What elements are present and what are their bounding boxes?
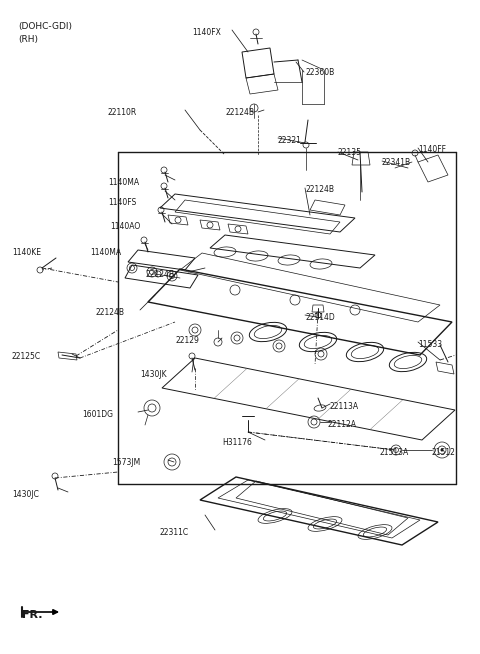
- Text: 22129: 22129: [175, 336, 199, 345]
- Text: 22341B: 22341B: [382, 158, 411, 167]
- Text: 22112A: 22112A: [328, 420, 357, 429]
- Text: H31176: H31176: [222, 438, 252, 447]
- Text: (RH): (RH): [18, 35, 38, 44]
- Text: 1140AO: 1140AO: [110, 222, 140, 231]
- Text: 1140FF: 1140FF: [418, 145, 446, 154]
- Text: 1140MA: 1140MA: [108, 178, 139, 187]
- Text: 22135: 22135: [338, 148, 362, 157]
- Text: 1573JM: 1573JM: [112, 458, 140, 467]
- Text: 1140KE: 1140KE: [12, 248, 41, 257]
- Text: 22110R: 22110R: [108, 108, 137, 117]
- Text: 22124B: 22124B: [305, 185, 334, 194]
- Text: 1140MA: 1140MA: [90, 248, 121, 257]
- Text: 22124B: 22124B: [95, 308, 124, 317]
- Text: FR.: FR.: [22, 610, 43, 620]
- Text: 22321: 22321: [278, 136, 302, 145]
- Text: 1430JK: 1430JK: [140, 370, 167, 379]
- Circle shape: [441, 449, 444, 451]
- Text: 22113A: 22113A: [330, 402, 359, 411]
- Text: 22124B: 22124B: [225, 108, 254, 117]
- Text: 22124B: 22124B: [145, 270, 174, 279]
- Text: 22114D: 22114D: [305, 313, 335, 322]
- Text: 22125C: 22125C: [12, 352, 41, 361]
- Text: 11533: 11533: [418, 340, 442, 349]
- Text: 21513A: 21513A: [380, 448, 409, 457]
- Text: 1430JC: 1430JC: [12, 490, 39, 499]
- Text: 1140FS: 1140FS: [108, 198, 136, 207]
- Text: (DOHC-GDI): (DOHC-GDI): [18, 22, 72, 31]
- Text: 22311C: 22311C: [160, 528, 189, 537]
- Text: 22360B: 22360B: [305, 68, 334, 77]
- Text: 1601DG: 1601DG: [82, 410, 113, 419]
- Text: 1140FX: 1140FX: [192, 28, 221, 37]
- Text: 21512: 21512: [432, 448, 456, 457]
